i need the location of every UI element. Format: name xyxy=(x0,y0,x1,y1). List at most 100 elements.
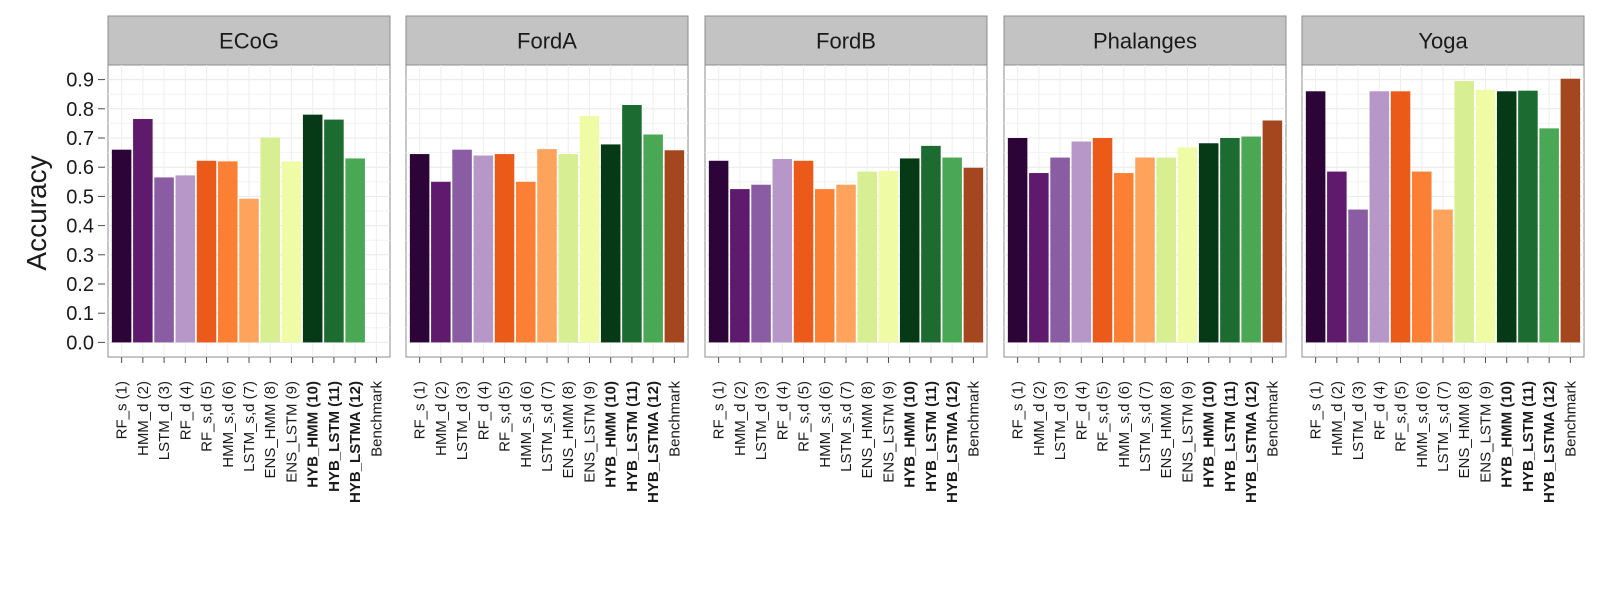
y-tick-label: 0.5 xyxy=(66,186,94,208)
x-tick-label: ENS_HMM (8) xyxy=(1158,381,1175,479)
bar-ecog-9 xyxy=(281,161,302,343)
facet-panel-yoga: Yoga RF_s (1) HMM_d (2) LSTM_d (3) RF_d (4) R… xyxy=(1301,15,1585,503)
x-tick-label: HMM_s,d (6) xyxy=(518,381,535,468)
bar-ecog-3 xyxy=(154,177,174,343)
bar-phalanges-5 xyxy=(1092,138,1113,343)
bar-phalanges-9 xyxy=(1177,147,1198,343)
bar-forda-2 xyxy=(431,181,451,343)
x-tick-label: HYB_HMM (10) xyxy=(1499,381,1516,488)
x-tick-label: RF_d (4) xyxy=(475,381,492,440)
x-tick-label: HYB_LSTM (11) xyxy=(326,381,343,492)
bar-forda-5 xyxy=(494,154,515,343)
bar-yoga-4 xyxy=(1369,91,1390,343)
x-tick-label: Benchmark xyxy=(965,381,982,457)
x-tick-label: ENS_HMM (8) xyxy=(859,381,876,479)
x-tick-label: RF_s,d (5) xyxy=(497,381,514,452)
facet-panel-ecog: ECoG RF_s (1) HMM_d (2) LSTM_d (3) RF_d (4) R… xyxy=(107,15,391,503)
facet-strip xyxy=(107,15,391,66)
x-tick-label: LSTM_s,d (7) xyxy=(539,381,556,472)
x-tick-label: RF_s (1) xyxy=(711,381,728,439)
x-tick-label: RF_s,d (5) xyxy=(796,381,813,452)
facet-title: Yoga xyxy=(1418,29,1468,54)
x-tick-label: HYB_LSTMA (12) xyxy=(347,381,364,503)
x-tick-label: RF_s (1) xyxy=(1308,381,1325,439)
x-tick-label: RF_d (4) xyxy=(774,381,791,440)
x-tick-label: LSTM_d (3) xyxy=(1350,381,1367,460)
bar-forda-8 xyxy=(558,154,578,343)
bar-yoga-5 xyxy=(1390,91,1411,343)
bar-fordb-10 xyxy=(899,158,920,343)
bar-fordb-8 xyxy=(857,171,877,343)
x-tick-label: ENS_HMM (8) xyxy=(560,381,577,479)
bar-yoga-11 xyxy=(1518,90,1538,343)
x-tick-label: HYB_HMM (10) xyxy=(305,381,322,488)
x-tick-label: ENS_LSTM (9) xyxy=(1179,381,1196,483)
x-tick-label: RF_s (1) xyxy=(1010,381,1027,439)
x-tick-label: ENS_LSTM (9) xyxy=(283,381,300,483)
bar-fordb-13 xyxy=(963,167,984,343)
bar-yoga-8 xyxy=(1454,81,1474,343)
y-axis-ticks: 0.0 0.1 0.2 0.3 0.4 0.5 0.6 0.7 0.8 0.9 xyxy=(66,70,105,354)
x-tick-label: ENS_LSTM (9) xyxy=(880,381,897,483)
bar-phalanges-6 xyxy=(1114,173,1134,343)
bar-ecog-4 xyxy=(175,175,196,343)
facet-strip xyxy=(405,15,689,66)
bar-yoga-2 xyxy=(1327,171,1347,343)
y-tick-label: 0.8 xyxy=(66,99,94,121)
facet-strip xyxy=(1301,15,1585,66)
x-tick-label: LSTM_s,d (7) xyxy=(838,381,855,472)
y-tick-label: 0.1 xyxy=(66,303,94,325)
facet-panel-fordb: FordB RF_s (1) HMM_d (2) LSTM_d (3) RF_d (4)… xyxy=(704,15,988,503)
x-tick-label: Benchmark xyxy=(666,381,683,457)
x-tick-label: LSTM_d (3) xyxy=(1052,381,1069,460)
x-tick-label: HMM_d (2) xyxy=(732,381,749,456)
bar-ecog-1 xyxy=(111,149,132,343)
bar-forda-10 xyxy=(600,144,621,343)
y-tick-label: 0.3 xyxy=(66,245,94,267)
x-tick-label: HMM_d (2) xyxy=(1031,381,1048,456)
bar-phalanges-13 xyxy=(1262,120,1283,343)
x-tick-label: LSTM_s,d (7) xyxy=(1435,381,1452,472)
x-tick-label: Benchmark xyxy=(368,381,385,457)
x-tick-label: ENS_HMM (8) xyxy=(1456,381,1473,479)
bar-ecog-2 xyxy=(133,119,153,343)
bar-phalanges-4 xyxy=(1071,141,1092,343)
facet-title: FordB xyxy=(816,29,876,54)
bar-phalanges-1 xyxy=(1007,138,1028,343)
bar-forda-3 xyxy=(452,149,472,343)
x-tick-label: RF_d (4) xyxy=(1073,381,1090,440)
bar-fordb-3 xyxy=(751,184,771,343)
x-tick-label: RF_s (1) xyxy=(114,381,131,439)
y-tick-label: 0.2 xyxy=(66,274,94,296)
bar-ecog-5 xyxy=(196,160,217,343)
x-tick-label: HYB_LSTMA (12) xyxy=(944,381,961,503)
facet-strip xyxy=(704,15,988,66)
x-tick-label: HMM_s,d (6) xyxy=(220,381,237,468)
facet-title: FordA xyxy=(517,29,577,54)
x-tick-label: HYB_HMM (10) xyxy=(603,381,620,488)
bar-fordb-9 xyxy=(878,170,899,343)
x-tick-label: RF_d (4) xyxy=(1371,381,1388,440)
x-tick-label: HYB_LSTM (11) xyxy=(1222,381,1239,492)
bar-fordb-7 xyxy=(836,184,856,343)
facet-title: ECoG xyxy=(219,29,279,54)
x-tick-label: HMM_d (2) xyxy=(433,381,450,456)
x-tick-label: HYB_LSTM (11) xyxy=(624,381,641,492)
x-tick-label: HMM_s,d (6) xyxy=(1414,381,1431,468)
bar-ecog-10 xyxy=(302,114,323,343)
x-tick-label: LSTM_s,d (7) xyxy=(1137,381,1154,472)
bar-yoga-10 xyxy=(1496,91,1517,343)
x-tick-label: RF_s,d (5) xyxy=(199,381,216,452)
bar-yoga-7 xyxy=(1433,209,1453,343)
bar-ecog-12 xyxy=(345,158,365,343)
y-tick-label: 0.0 xyxy=(66,332,94,354)
bar-phalanges-12 xyxy=(1241,136,1261,343)
bar-fordb-2 xyxy=(730,189,750,343)
x-tick-label: HYB_LSTMA (12) xyxy=(1541,381,1558,503)
bar-yoga-9 xyxy=(1475,89,1496,343)
bar-ecog-7 xyxy=(239,198,259,343)
x-tick-label: Benchmark xyxy=(1562,381,1579,457)
y-tick-label: 0.9 xyxy=(66,70,94,92)
